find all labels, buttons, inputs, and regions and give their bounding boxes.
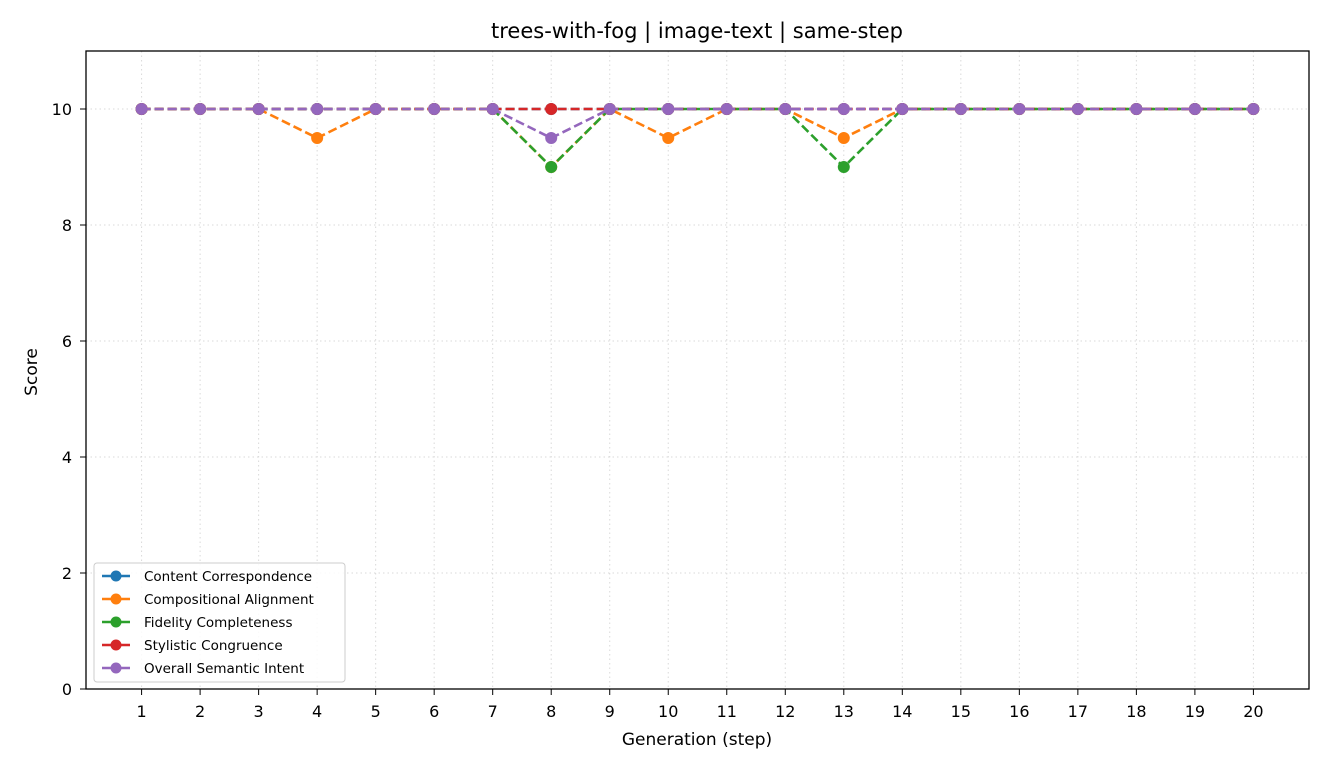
- x-axis-label: Generation (step): [622, 730, 772, 750]
- series-layer: [135, 103, 1260, 173]
- y-tick-label: 10: [52, 100, 72, 119]
- series-line: [141, 107, 1254, 140]
- x-tick-label: 10: [658, 702, 678, 721]
- legend-label: Compositional Alignment: [144, 592, 314, 608]
- data-point: [486, 103, 499, 115]
- data-point: [545, 161, 558, 173]
- plot-frame: [85, 50, 1310, 690]
- y-tick-label: 4: [62, 448, 72, 467]
- series-5: [135, 103, 1260, 144]
- data-point: [779, 103, 792, 115]
- x-tick-label: 14: [892, 702, 912, 721]
- data-point: [954, 103, 967, 115]
- data-point: [369, 103, 382, 115]
- legend-marker: [110, 593, 122, 605]
- x-tick-label: 20: [1243, 702, 1263, 721]
- data-point: [1130, 103, 1143, 115]
- data-point: [837, 132, 850, 144]
- legend-marker: [110, 662, 122, 674]
- series-line: [141, 107, 1254, 169]
- x-tick-label: 17: [1068, 702, 1088, 721]
- x-tick-label: 12: [775, 702, 795, 721]
- data-point: [311, 132, 324, 144]
- data-point: [837, 161, 850, 173]
- x-tick-label: 11: [717, 702, 737, 721]
- data-point: [194, 103, 207, 115]
- data-point: [545, 103, 558, 115]
- legend-entry: Fidelity Completeness: [102, 615, 292, 631]
- legend-entry: Overall Semantic Intent: [102, 661, 304, 677]
- x-tick-label: 19: [1185, 702, 1205, 721]
- legend-marker: [110, 570, 122, 582]
- y-tick-label: 2: [62, 564, 72, 583]
- legend-label: Stylistic Congruence: [144, 638, 283, 654]
- series-3: [135, 103, 1260, 173]
- y-axis-label: Score: [22, 348, 42, 396]
- data-point: [311, 103, 324, 115]
- data-point: [603, 103, 616, 115]
- x-tick-label: 9: [605, 702, 615, 721]
- x-tick-label: 15: [951, 702, 971, 721]
- data-point: [1188, 103, 1201, 115]
- x-tick-label: 18: [1126, 702, 1146, 721]
- y-tick-label: 6: [62, 332, 72, 351]
- data-point: [720, 103, 733, 115]
- data-point: [1071, 103, 1084, 115]
- data-point: [837, 103, 850, 115]
- legend-box: [93, 562, 346, 683]
- legend: Content Correspondence Compositional Alig…: [93, 562, 346, 683]
- x-tick-label: 7: [488, 702, 498, 721]
- chart-title: trees-with-fog | image-text | same-step: [491, 19, 903, 44]
- x-tick-label: 16: [1009, 702, 1029, 721]
- legend-label: Fidelity Completeness: [144, 615, 292, 631]
- x-tick-label: 2: [195, 702, 205, 721]
- x-tick-label: 5: [371, 702, 381, 721]
- data-point: [1247, 103, 1260, 115]
- legend-entry: Compositional Alignment: [102, 592, 314, 608]
- series-line: [141, 107, 1254, 169]
- data-point: [545, 132, 558, 144]
- data-point: [662, 132, 675, 144]
- legend-marker: [110, 616, 122, 628]
- legend-entry: Content Correspondence: [102, 569, 312, 585]
- legend-marker: [110, 639, 122, 651]
- x-tick-label: 6: [429, 702, 439, 721]
- data-point: [135, 103, 148, 115]
- data-point: [896, 103, 909, 115]
- data-point: [1013, 103, 1026, 115]
- legend-label: Content Correspondence: [144, 569, 312, 585]
- x-tick-label: 4: [312, 702, 322, 721]
- data-point: [428, 103, 441, 115]
- x-tick-label: 3: [254, 702, 264, 721]
- x-tick-label: 8: [546, 702, 556, 721]
- x-tick-label: 13: [834, 702, 854, 721]
- y-tick-label: 8: [62, 216, 72, 235]
- legend-label: Overall Semantic Intent: [144, 661, 304, 677]
- x-tick-label: 1: [136, 702, 146, 721]
- series-2: [135, 103, 1260, 173]
- data-point: [662, 103, 675, 115]
- legend-entry: Stylistic Congruence: [102, 638, 283, 654]
- data-point: [252, 103, 265, 115]
- y-tick-label: 0: [62, 680, 72, 699]
